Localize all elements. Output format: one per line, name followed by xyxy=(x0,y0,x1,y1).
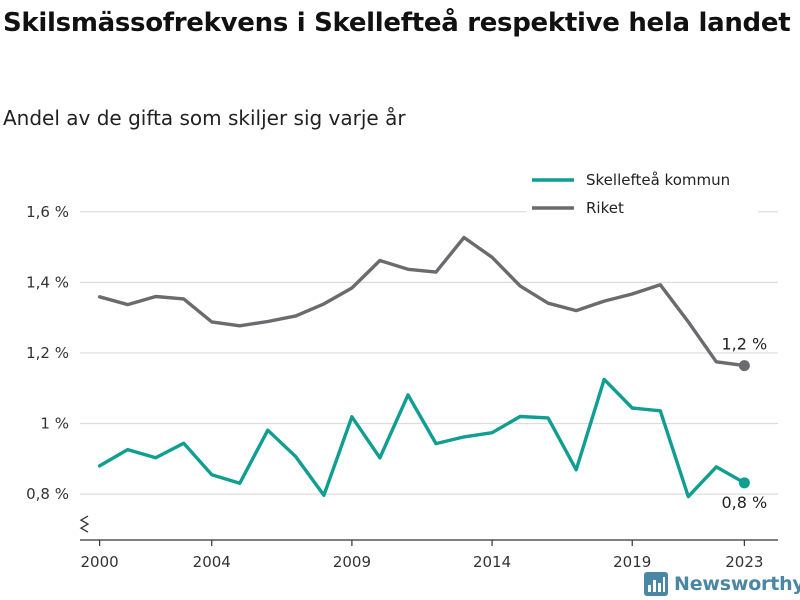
newsworthy-logo: Newsworthy xyxy=(644,570,800,598)
x-tick-label: 2004 xyxy=(193,553,231,571)
legend-label: Riket xyxy=(586,199,624,217)
end-value-label: 1,2 % xyxy=(721,335,767,354)
series-end-marker xyxy=(738,477,750,489)
x-tick-label: 2014 xyxy=(473,553,511,571)
series-end-marker xyxy=(738,360,750,372)
y-tick-label: 1,6 % xyxy=(26,203,69,221)
legend-label: Skellefteå kommun xyxy=(586,171,730,189)
series-lines xyxy=(97,235,750,499)
bar-chart-icon xyxy=(644,572,668,596)
y-tick-label: 1 % xyxy=(40,415,69,433)
data-labels: 0,8 % 1,2 % xyxy=(721,335,767,512)
y-tick-label: 1,2 % xyxy=(26,344,69,362)
x-tick-label: 2019 xyxy=(613,553,651,571)
axes: 0,8 % 1 % 1,2 % 1,4 % 1,6 % 2000 2004 2009 2014 2… xyxy=(26,203,778,571)
chart-subtitle: Andel av de gifta som skiljer sig varje … xyxy=(3,106,406,130)
chart-title: Skilsmässofrekvens i Skellefteå respekti… xyxy=(3,8,791,38)
series-line xyxy=(97,235,747,368)
legend: Skellefteå kommun Riket xyxy=(526,167,758,221)
end-value-label: 0,8 % xyxy=(721,493,767,512)
brand-name: Newsworthy xyxy=(674,573,800,595)
axis-break-icon xyxy=(79,515,90,533)
x-tick-label: 2023 xyxy=(725,553,763,571)
series-line xyxy=(97,377,747,499)
y-tick-label: 0,8 % xyxy=(26,485,69,503)
x-tick-label: 2009 xyxy=(333,553,371,571)
y-tick-label: 1,4 % xyxy=(26,273,69,291)
x-tick-label: 2000 xyxy=(81,553,119,571)
